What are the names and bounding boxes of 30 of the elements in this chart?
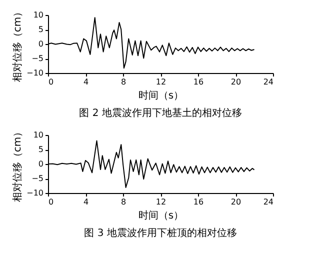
caption: 图 2 地震波作用下地基土的相对位移 — [79, 107, 242, 119]
y-tick-label: −10 — [26, 188, 44, 198]
caption: 图 3 地震波作用下桩顶的相对位移 — [84, 227, 237, 239]
x-tick-label: 24 — [263, 198, 274, 206]
x-tick-label: 16 — [193, 198, 204, 206]
x-tick-label: 0 — [48, 198, 54, 206]
x-tick-label: 12 — [156, 78, 166, 86]
y-tick-label: 10 — [33, 10, 44, 20]
x-tick-label: 8 — [120, 78, 126, 86]
y-tick-label: 5 — [38, 25, 44, 34]
y-tick-label: −5 — [32, 54, 44, 63]
x-tick-label: 0 — [48, 78, 54, 86]
x-tick-label: 16 — [193, 78, 204, 86]
y-tick-label: 5 — [38, 145, 44, 154]
x-tick-label: 4 — [83, 78, 89, 86]
x-axis-title: 时间（s） — [138, 210, 184, 222]
y-axis-title: 相对位移（cm） — [12, 6, 24, 82]
y-tick-label: 10 — [33, 130, 44, 140]
x-axis-title: 时间（s） — [138, 90, 184, 102]
y-tick-label: −5 — [32, 174, 44, 183]
x-tick-label: 20 — [230, 198, 242, 206]
y-axis-title: 相对位移（cm） — [12, 126, 24, 202]
x-tick-label: 20 — [230, 78, 242, 86]
y-tick-label: −10 — [26, 68, 44, 78]
y-tick-label: 0 — [38, 160, 44, 168]
x-tick-label: 12 — [156, 198, 166, 206]
x-tick-label: 4 — [83, 198, 89, 206]
x-tick-label: 24 — [263, 78, 274, 86]
x-tick-label: 8 — [120, 198, 126, 206]
y-tick-label: 0 — [38, 40, 44, 48]
